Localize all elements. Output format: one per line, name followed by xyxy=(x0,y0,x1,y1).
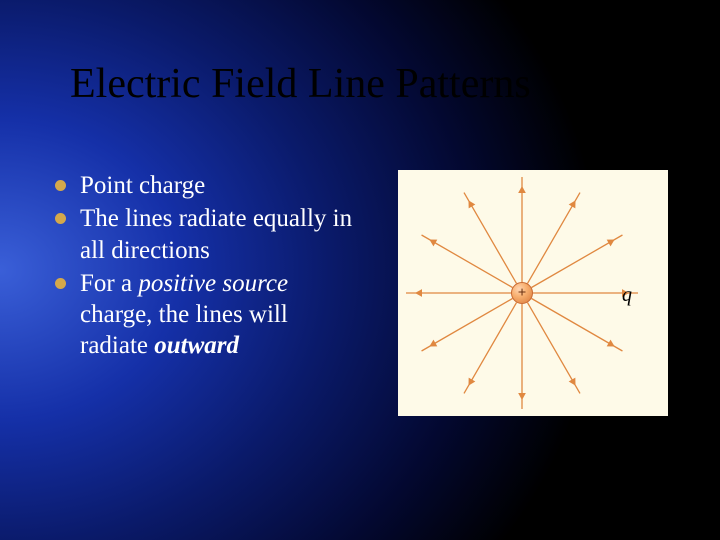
bullet-list: Point charge The lines radiate equally i… xyxy=(55,170,355,364)
list-item: Point charge xyxy=(55,170,355,201)
bullet-text: For a positive source charge, the lines … xyxy=(80,268,355,362)
bullet-icon xyxy=(55,213,66,224)
list-item: The lines radiate equally in all directi… xyxy=(55,203,355,266)
list-item: For a positive source charge, the lines … xyxy=(55,268,355,362)
field-line-diagram: + q xyxy=(398,170,668,416)
bullet-text: The lines radiate equally in all directi… xyxy=(80,203,355,266)
page-title: Electric Field Line Patterns xyxy=(70,60,690,108)
bullet-text: Point charge xyxy=(80,170,355,201)
positive-charge-icon: + xyxy=(511,282,533,304)
bullet-icon xyxy=(55,180,66,191)
charge-label: q xyxy=(622,284,632,307)
bullet-icon xyxy=(55,278,66,289)
